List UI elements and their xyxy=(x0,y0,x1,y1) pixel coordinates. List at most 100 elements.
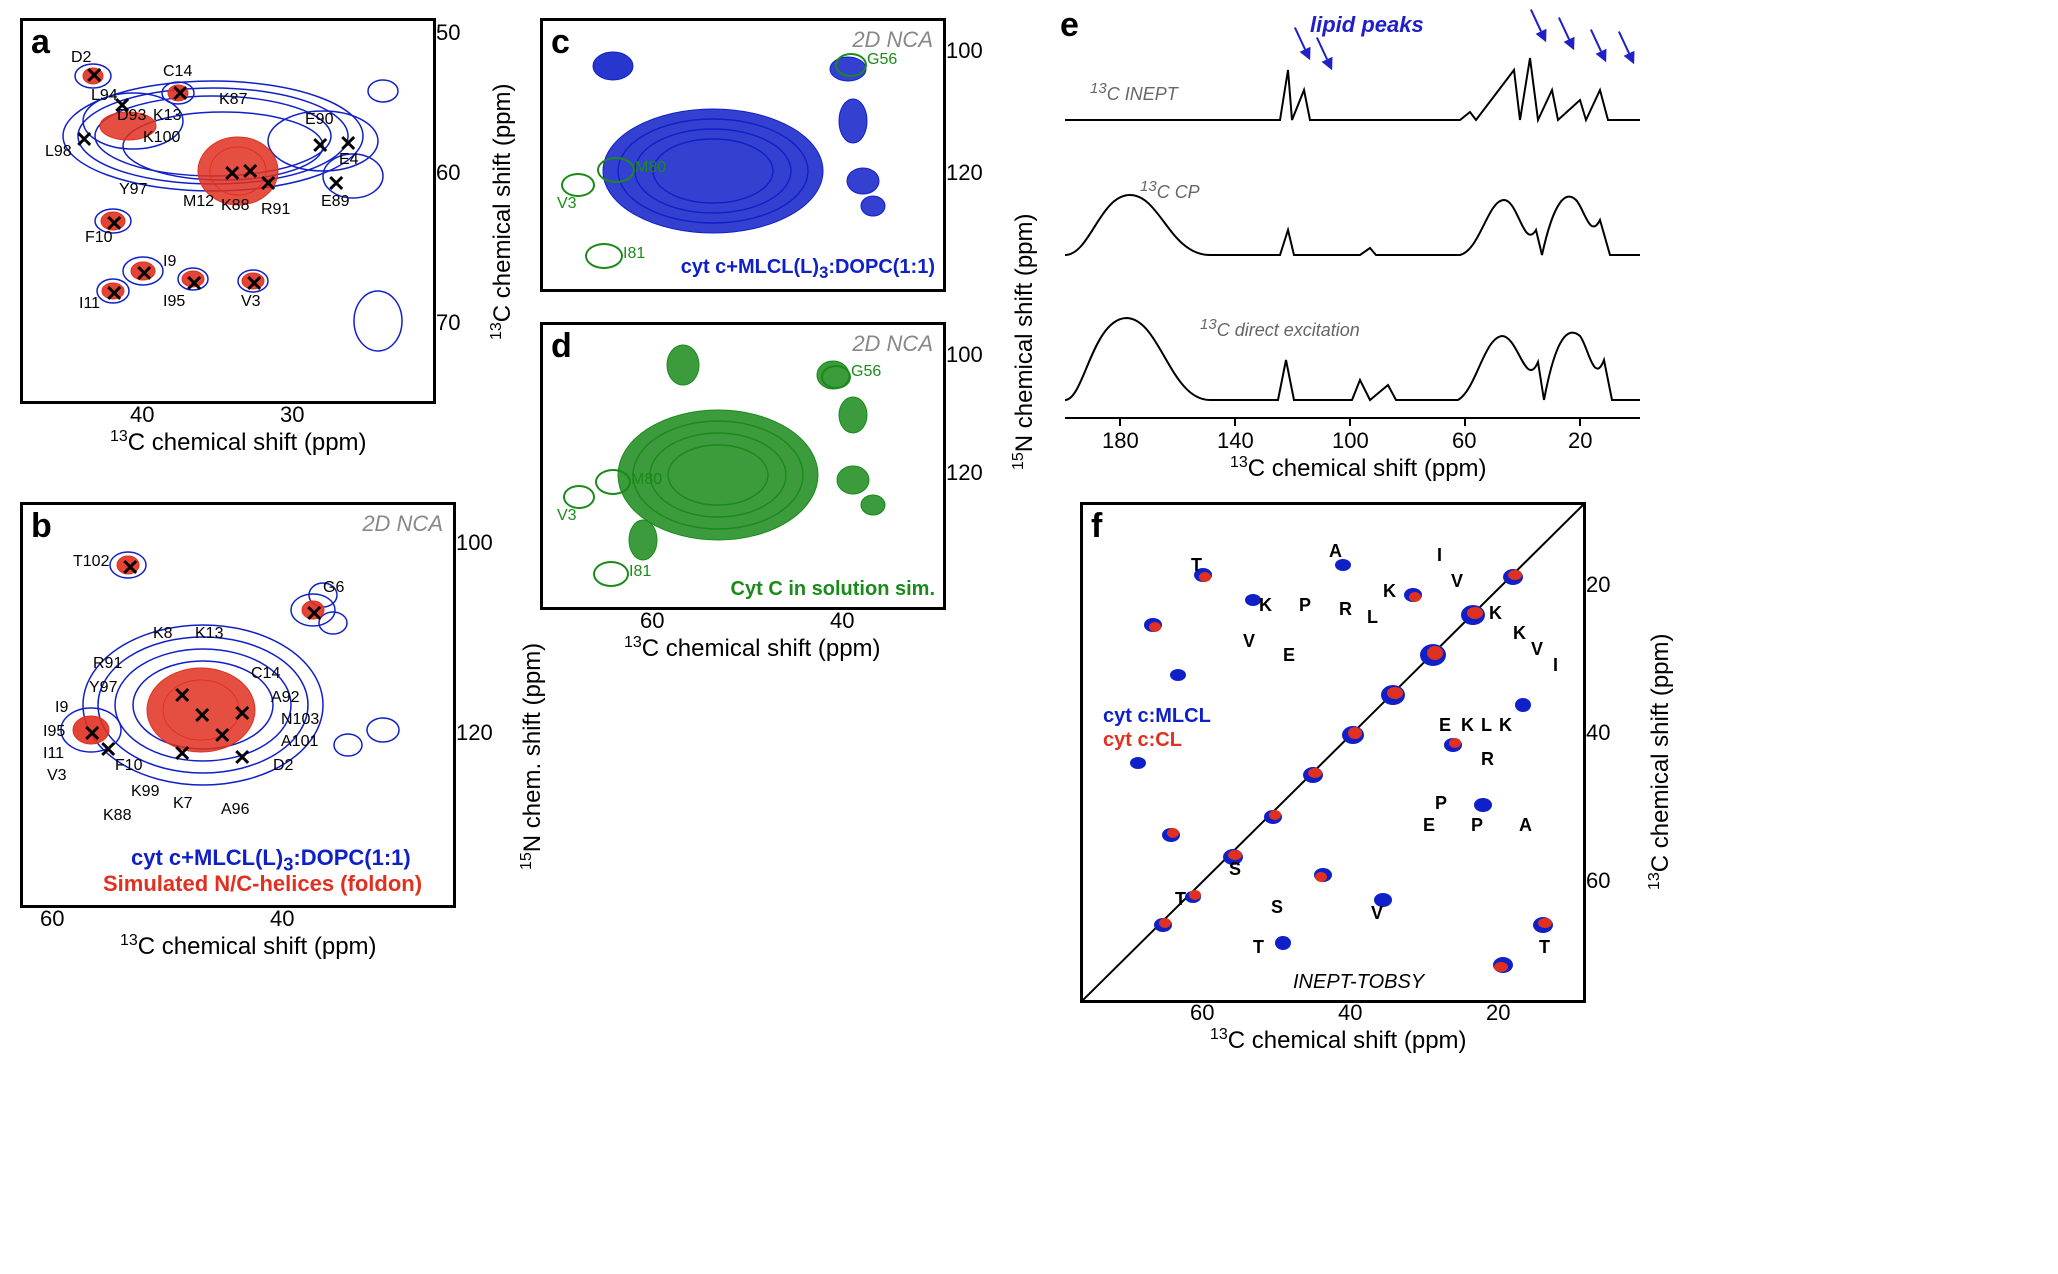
d-label-I81: I81 xyxy=(629,563,651,581)
cross: ✕ xyxy=(121,555,139,581)
f-V2: V xyxy=(1451,571,1463,592)
f-P3: P xyxy=(1471,815,1483,836)
d-open-M80 xyxy=(595,469,631,495)
panel-a-ylabel: 13C chemical shift (ppm) xyxy=(488,83,517,340)
c-open-G56 xyxy=(835,53,867,77)
f-L2: L xyxy=(1481,715,1492,736)
panel-e: e lipid peaks 13C INEPT 13C CP 13C direc… xyxy=(1060,10,1650,455)
b-A92: A92 xyxy=(271,689,299,707)
label-K88: K88 xyxy=(221,197,249,215)
f-K2: K xyxy=(1383,581,1396,602)
cross: ✕ xyxy=(311,133,329,159)
panel-b-ytick-120: 120 xyxy=(456,720,493,746)
d-label-V3: V3 xyxy=(557,507,577,525)
b-F10: F10 xyxy=(115,757,143,775)
panel-d: d 2D NCA G56 M80 V3 I81 Cyt C in solutio… xyxy=(540,322,946,610)
panel-a-xlabel: 13C chemical shift (ppm) xyxy=(110,428,367,457)
panel-d-xlabel: 13C chemical shift (ppm) xyxy=(624,634,881,663)
panel-f: f xyxy=(1080,502,1586,1003)
panel-b-legend-2: Simulated N/C-helices (foldon) xyxy=(103,871,422,897)
f-S2: S xyxy=(1271,897,1283,918)
d-open-I81 xyxy=(593,561,629,587)
f-A: A xyxy=(1329,541,1342,562)
label-K100: K100 xyxy=(143,129,180,147)
panel-cd-ylabel: 15N chemical shift (ppm) xyxy=(1010,213,1039,470)
f-V: V xyxy=(1243,631,1255,652)
e-xt-60: 60 xyxy=(1452,428,1476,454)
label-C14: C14 xyxy=(163,63,192,81)
label-I95: I95 xyxy=(163,293,185,311)
f-K4: K xyxy=(1513,623,1526,644)
b-A96: A96 xyxy=(221,801,249,819)
b-N103: N103 xyxy=(281,711,319,729)
panel-a: a xyxy=(20,18,436,404)
panel-a-xtick-30: 30 xyxy=(280,402,304,428)
f-I2: I xyxy=(1553,655,1558,676)
d-open-V3 xyxy=(563,485,595,509)
panel-b-ylabel: 15N chem. shift (ppm) xyxy=(518,643,547,870)
f-T3: T xyxy=(1253,937,1264,958)
b-K7: K7 xyxy=(173,795,193,813)
e-xt-100: 100 xyxy=(1332,428,1369,454)
d-open-G56 xyxy=(821,365,851,389)
b-Y97: Y97 xyxy=(89,679,117,697)
b-A101: A101 xyxy=(281,733,318,751)
f-E: E xyxy=(1283,645,1295,666)
panel-d-xtick-60: 60 xyxy=(640,608,664,634)
f-xt-40: 40 xyxy=(1338,1000,1362,1026)
cross: ✕ xyxy=(193,703,211,729)
label-L98: L98 xyxy=(45,143,72,161)
panel-c-ytick-100: 100 xyxy=(946,38,983,64)
b-G6: G6 xyxy=(323,579,344,597)
f-xt-20: 20 xyxy=(1486,1000,1510,1026)
e-label-inept: 13C INEPT xyxy=(1090,80,1178,105)
b-R91: R91 xyxy=(93,655,122,673)
panel-a-ytick-50: 50 xyxy=(436,20,460,46)
lipid-peaks-label: lipid peaks xyxy=(1310,12,1424,38)
f-I: I xyxy=(1437,545,1442,566)
label-E89: E89 xyxy=(321,193,349,211)
b-K99: K99 xyxy=(131,783,159,801)
label-R91: R91 xyxy=(261,201,290,219)
label-Y97: Y97 xyxy=(119,181,147,199)
e-xt-180: 180 xyxy=(1102,428,1139,454)
label-E4: E4 xyxy=(339,151,359,169)
panel-b-ytick-100: 100 xyxy=(456,530,493,556)
panel-b: b 2D NCA ✕ T102 ✕ G6 K8 K13 R91 C14 Y97 xyxy=(20,502,456,908)
panel-f-legend-1: cyt c:MLCL xyxy=(1103,705,1211,728)
f-T2: T xyxy=(1175,889,1186,910)
e-label-cp: 13C CP xyxy=(1140,178,1200,203)
f-xt-60: 60 xyxy=(1190,1000,1214,1026)
f-K3: K xyxy=(1489,603,1502,624)
panel-f-title: INEPT-TOBSY xyxy=(1293,971,1424,994)
b-K88: K88 xyxy=(103,807,131,825)
c-label-I81: I81 xyxy=(623,245,645,263)
d-label-G56: G56 xyxy=(851,363,881,381)
cross: ✕ xyxy=(75,127,93,153)
cross: ✕ xyxy=(99,737,117,763)
cross: ✕ xyxy=(305,601,323,627)
cross: ✕ xyxy=(135,261,153,287)
cross: ✕ xyxy=(259,171,277,197)
f-R2: R xyxy=(1481,749,1494,770)
cross: ✕ xyxy=(173,683,191,709)
e-label-direct: 13C direct excitation xyxy=(1200,316,1360,341)
c-label-G56: G56 xyxy=(867,51,897,69)
f-L: L xyxy=(1367,607,1378,628)
panel-f-legend-2: cyt c:CL xyxy=(1103,729,1182,752)
c-open-M80 xyxy=(597,157,635,183)
b-T102: T102 xyxy=(73,553,109,571)
panel-f-contours xyxy=(1083,505,1583,1000)
label-I9: I9 xyxy=(163,253,176,271)
f-K: K xyxy=(1259,595,1272,616)
panel-c-legend: cyt c+MLCL(L)3:DOPC(1:1) xyxy=(681,256,935,283)
f-yt-20: 20 xyxy=(1586,572,1610,598)
b-C14: C14 xyxy=(251,665,280,683)
f-K5: K xyxy=(1461,715,1474,736)
f-S: S xyxy=(1229,859,1241,880)
f-E2: E xyxy=(1439,715,1451,736)
c-open-V3 xyxy=(561,173,595,197)
cross: ✕ xyxy=(171,81,189,107)
panel-b-xtick-40: 40 xyxy=(270,906,294,932)
panel-b-xtick-60: 60 xyxy=(40,906,64,932)
